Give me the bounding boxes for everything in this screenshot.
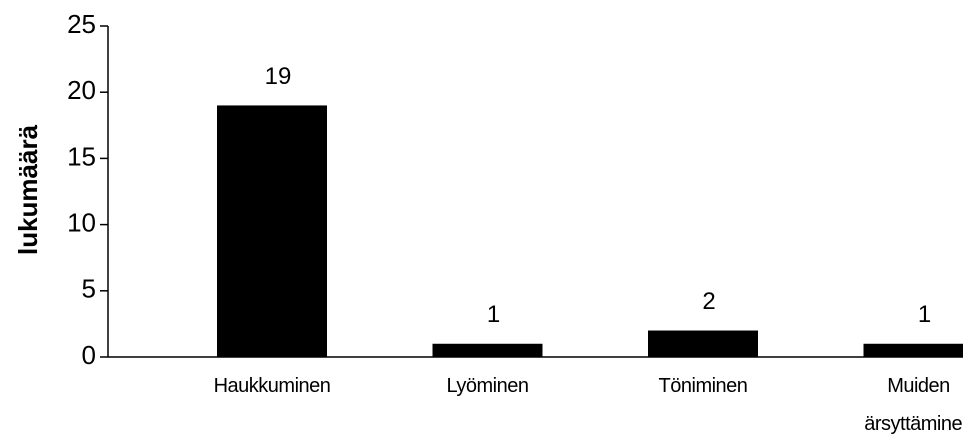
y-tick-label: 15 <box>67 141 96 171</box>
value-label: 1 <box>487 301 500 328</box>
y-axis-label: lukumäärä <box>13 124 43 255</box>
bar <box>648 330 758 357</box>
value-label: 2 <box>702 288 715 315</box>
x-tick-label: Haukkuminen <box>213 375 331 397</box>
value-label: 19 <box>265 63 292 90</box>
bar <box>432 343 543 357</box>
y-tick-label: 25 <box>67 9 96 39</box>
x-tick-label: Töniminen <box>658 375 748 397</box>
y-tick-label: 0 <box>82 340 96 370</box>
value-label: 1 <box>918 301 931 328</box>
y-tick-label: 20 <box>67 75 96 105</box>
bar <box>863 343 963 357</box>
y-tick-label: 5 <box>82 274 96 304</box>
x-tick-label: Muiden ärsyttäminen <box>864 375 963 435</box>
y-tick-label: 10 <box>67 207 96 237</box>
bar <box>217 105 327 357</box>
x-tick-label: Lyöminen <box>446 375 529 397</box>
